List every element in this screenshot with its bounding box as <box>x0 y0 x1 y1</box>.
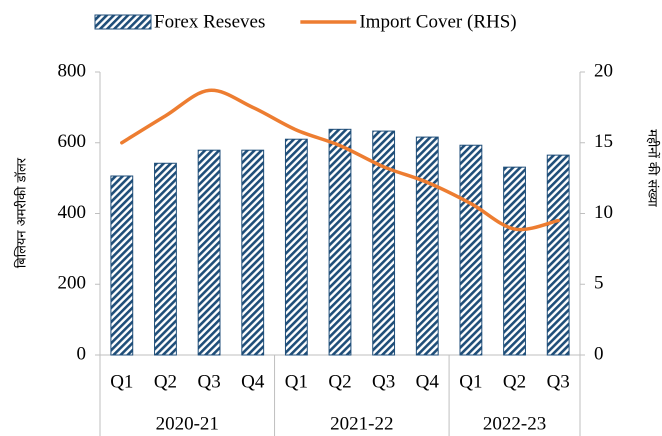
y2-tick-label: 0 <box>594 343 604 364</box>
y-tick-label: 800 <box>58 60 87 81</box>
y2-tick-label: 20 <box>594 60 613 81</box>
bar <box>415 136 439 356</box>
bar <box>284 138 308 356</box>
y-tick-label: 0 <box>77 343 87 364</box>
x-tick-label: Q3 <box>197 371 220 392</box>
x-tick-label: Q2 <box>154 371 177 392</box>
x-tick-label: Q1 <box>110 371 133 392</box>
legend-label: Import Cover (RHS) <box>359 11 516 32</box>
bar <box>241 149 265 356</box>
y2-tick-label: 15 <box>594 131 613 152</box>
bar <box>546 154 570 356</box>
x-tick-label: Q2 <box>328 371 351 392</box>
x-tick-label: Q2 <box>503 371 526 392</box>
bar <box>110 175 134 356</box>
y-tick-label: 600 <box>58 131 87 152</box>
y2-tick-label: 10 <box>594 202 613 223</box>
x-tick-label: Q1 <box>285 371 308 392</box>
bar <box>328 128 352 356</box>
y2-tick-label: 5 <box>594 273 604 294</box>
bar <box>154 162 177 356</box>
legend-swatch <box>94 14 152 30</box>
y-tick-label: 200 <box>58 273 87 294</box>
x-tick-label: Q1 <box>459 371 482 392</box>
x-tick-label: Q3 <box>547 371 570 392</box>
group-label: 2020-21 <box>156 413 219 434</box>
bar <box>503 166 526 356</box>
bar <box>372 130 396 356</box>
x-tick-label: Q4 <box>241 371 265 392</box>
y-axis-label: बिलियन अमरीकी डॉलर <box>14 157 30 268</box>
group-label: 2021-22 <box>330 413 393 434</box>
legend-label: Forex Reseves <box>154 11 265 32</box>
group-label: 2022-23 <box>483 413 546 434</box>
y-tick-label: 400 <box>58 202 87 223</box>
x-tick-label: Q3 <box>372 371 395 392</box>
line <box>120 88 560 232</box>
bar <box>459 144 483 356</box>
x-tick-label: Q4 <box>416 371 440 392</box>
y2-axis-label: महीनों की संख्या <box>645 129 661 207</box>
bar <box>197 149 221 356</box>
